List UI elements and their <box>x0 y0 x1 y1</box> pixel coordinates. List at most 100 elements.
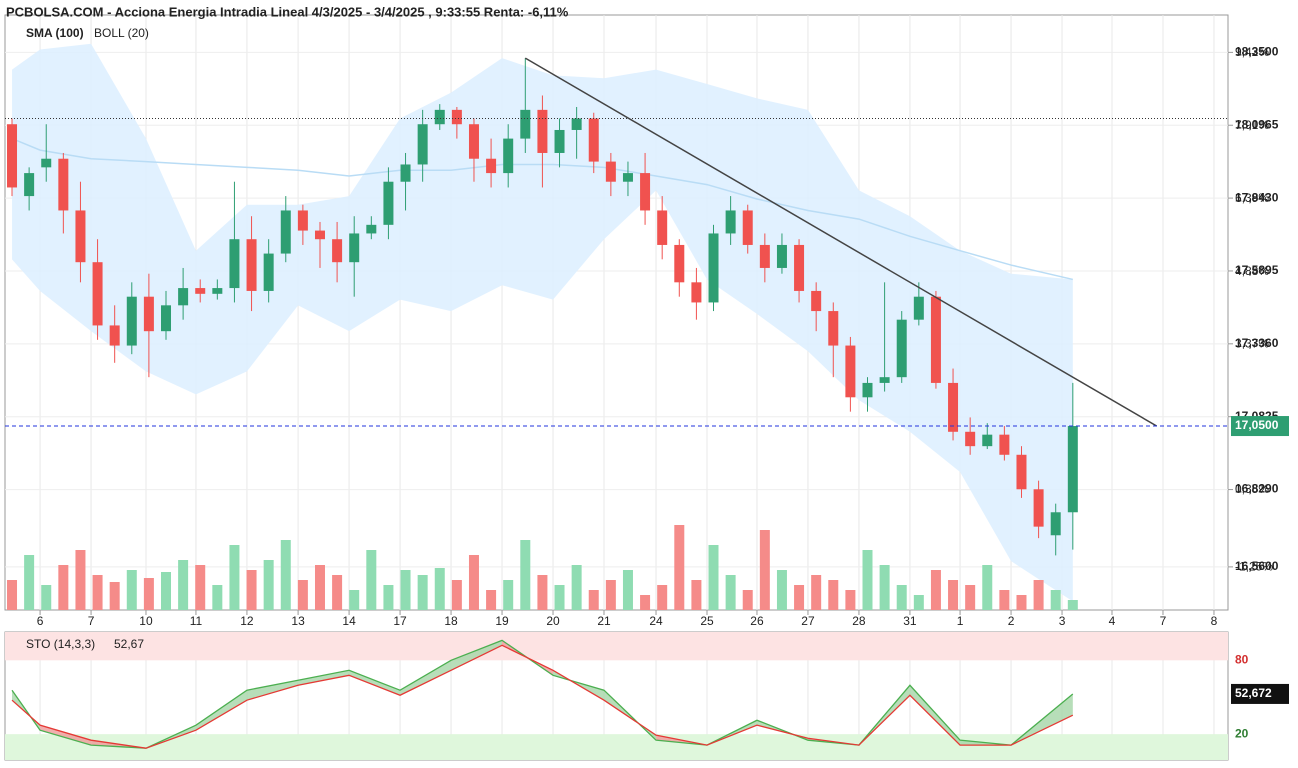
volume-bar <box>657 585 668 610</box>
candle-body <box>503 138 514 174</box>
candle-body <box>92 262 103 326</box>
candle-body <box>742 210 753 245</box>
x-tick-label: 12 <box>240 614 254 628</box>
candle-body <box>776 244 787 268</box>
candle-body <box>1067 426 1078 513</box>
volume-bar <box>862 550 873 610</box>
y2-tick-label: 9,42% <box>1235 45 1269 59</box>
y2-tick-label: -1,25% <box>1235 559 1273 573</box>
volume-bar <box>400 570 411 610</box>
x-tick-label: 27 <box>801 614 815 628</box>
sto-tick-label: 20 <box>1235 726 1249 740</box>
x-tick-label: 18 <box>444 614 458 628</box>
x-tick-label: 20 <box>546 614 560 628</box>
x-tick-label: 26 <box>750 614 764 628</box>
candle-body <box>143 296 154 332</box>
x-tick-label: 24 <box>649 614 663 628</box>
x-tick-label: 1 <box>957 614 964 628</box>
candle-body <box>468 124 479 159</box>
volume-bar <box>776 570 787 610</box>
sto-fill <box>909 685 961 746</box>
candle-body <box>879 377 890 383</box>
legend-sma: SMA (100) <box>26 26 84 40</box>
candle-body <box>605 161 616 182</box>
trendline <box>524 57 1158 427</box>
volume-bar <box>725 575 736 610</box>
candle-body <box>366 224 377 234</box>
volume-bar <box>913 595 924 610</box>
y-tick-label: 18,3500 <box>1235 45 1279 59</box>
volume-bar <box>7 580 18 610</box>
volume-bar <box>75 550 86 610</box>
volume-bar <box>879 565 890 610</box>
volume-bar <box>605 580 616 610</box>
candle-body <box>571 118 582 130</box>
sto-value-label: 52,672 <box>1235 686 1272 700</box>
volume-bar <box>674 525 685 610</box>
candle-body <box>109 325 120 346</box>
y-tick-label: 18,0965 <box>1235 117 1279 131</box>
candle-body <box>537 109 548 153</box>
volume-bar <box>759 530 770 610</box>
last-price-box <box>1231 416 1289 437</box>
candle-body <box>811 290 822 312</box>
volume-bar <box>965 585 976 610</box>
candle-body <box>1033 489 1044 527</box>
y-tick-label: 17,8430 <box>1235 190 1279 204</box>
candle-body <box>965 431 976 447</box>
sma-line <box>11 137 1073 281</box>
sto-label: STO (14,3,3) <box>26 637 95 651</box>
candle-body <box>7 124 18 188</box>
candle-body <box>725 210 736 234</box>
candle-body <box>246 239 257 291</box>
candle-body <box>349 233 360 263</box>
sto-tick-label: 80 <box>1235 652 1249 666</box>
candle-body <box>434 109 445 125</box>
volume-bar <box>58 565 69 610</box>
volume-bar <box>520 540 531 610</box>
volume-bar <box>742 590 753 610</box>
x-tick-label: 21 <box>597 614 611 628</box>
volume-bar <box>845 590 856 610</box>
volume-bar <box>486 590 497 610</box>
volume-bar <box>92 575 103 610</box>
candle-body <box>451 109 462 125</box>
candle-body <box>486 158 497 174</box>
sto-fill <box>298 670 350 686</box>
y-tick-label: 17,5895 <box>1235 263 1279 277</box>
volume-bar <box>811 575 822 610</box>
x-tick-label: 13 <box>291 614 305 628</box>
x-tick-label: 31 <box>903 614 917 628</box>
sto-fill <box>1011 693 1073 746</box>
y2-tick-label: 0,35% <box>1235 482 1269 496</box>
y2-tick-label: 7,91% <box>1235 118 1269 132</box>
sto-fill <box>400 660 452 696</box>
volume-bar <box>434 568 445 610</box>
candle-body <box>862 382 873 398</box>
volume-bar <box>794 585 805 610</box>
candle-body <box>828 311 839 346</box>
candle-body <box>657 210 668 245</box>
sto-fill <box>195 690 247 731</box>
candle-body <box>759 244 770 268</box>
y2-tick-label: 3,37% <box>1235 337 1269 351</box>
volume-bar <box>571 565 582 610</box>
candle-body <box>948 382 959 432</box>
x-tick-label: 14 <box>342 614 356 628</box>
candle-body <box>263 253 274 291</box>
volume-bar <box>212 585 223 610</box>
volume-bar <box>366 550 377 610</box>
bollinger-band <box>12 43 1073 602</box>
overbought-zone <box>5 632 1228 661</box>
candle-body <box>178 288 189 306</box>
volume-bar <box>640 595 651 610</box>
volume-bar <box>622 570 633 610</box>
candle-body <box>845 345 856 398</box>
last-price-label: 17,0500 <box>1235 418 1279 432</box>
volume-bar <box>930 570 941 610</box>
volume-bar <box>314 565 325 610</box>
volume-bar <box>1067 600 1078 610</box>
x-tick-label: 4 <box>1109 614 1116 628</box>
volume-bar <box>417 575 428 610</box>
sto-line <box>11 644 1074 749</box>
